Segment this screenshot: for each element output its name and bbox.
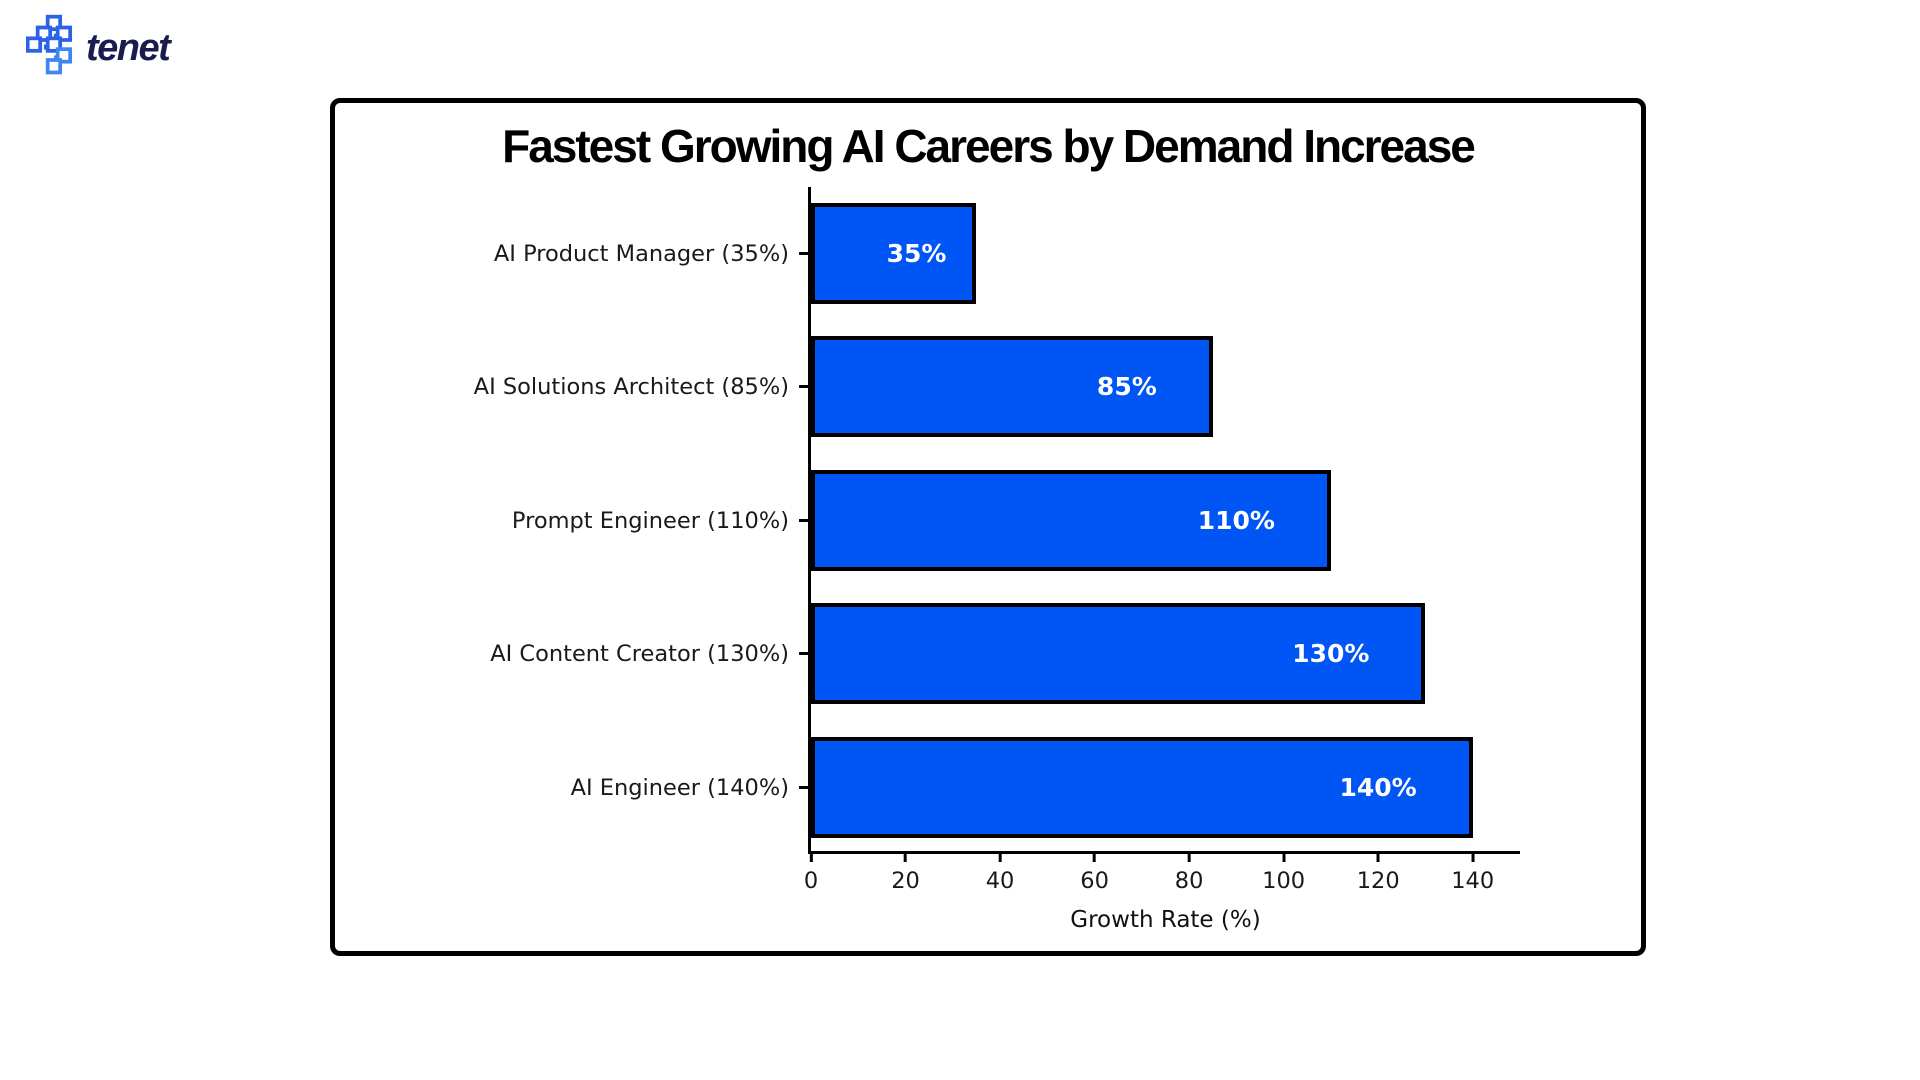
bar-row: AI Content Creator (130%) 130%	[490, 587, 1520, 720]
chart-title: Fastest Growing AI Careers by Demand Inc…	[502, 120, 1476, 172]
bar-row: AI Engineer (140%) 140%	[571, 721, 1520, 854]
tick-mark	[998, 851, 1002, 862]
x-axis-tick: 40	[985, 851, 1015, 894]
x-tick-label: 80	[1174, 868, 1204, 894]
bar-row: AI Solutions Architect (85%) 85%	[474, 320, 1520, 453]
y-axis-tick: AI Engineer (140%)	[369, 775, 811, 801]
bar-value-label: 140%	[1339, 773, 1417, 802]
x-axis-tick: 120	[1357, 851, 1400, 894]
y-axis-tick: AI Solutions Architect (85%)	[369, 374, 811, 400]
x-axis-tick: 20	[891, 851, 920, 894]
tick-mark	[799, 519, 811, 522]
plot-area: AI Product Manager (35%) 35% AI Solution…	[474, 187, 1520, 933]
category-label: AI Content Creator (130%)	[490, 640, 789, 667]
x-tick-label: 140	[1451, 868, 1495, 894]
x-axis-tick: 60	[1080, 851, 1109, 894]
tick-mark	[1093, 851, 1097, 862]
category-label: AI Solutions Architect (85%)	[473, 373, 789, 400]
tick-mark	[1187, 851, 1191, 862]
bar-value-label: 130%	[1292, 639, 1370, 668]
x-tick-label: 100	[1262, 868, 1306, 894]
bar-value-label: 110%	[1197, 506, 1275, 535]
bar-value-label: 85%	[1096, 372, 1157, 401]
bar: 35%	[811, 203, 977, 304]
tick-mark	[799, 252, 811, 255]
x-axis-tick: 80	[1174, 851, 1204, 894]
category-label: AI Product Manager (35%)	[493, 240, 789, 267]
category-label: AI Engineer (140%)	[570, 774, 789, 801]
tick-mark	[799, 786, 811, 789]
tenet-pixel-cross-icon	[26, 14, 73, 75]
bar: 140%	[811, 737, 1473, 838]
bar: 130%	[811, 603, 1426, 704]
x-tick-label: 60	[1080, 868, 1109, 894]
tenet-logo: tenet	[26, 12, 171, 78]
tick-mark	[799, 385, 811, 388]
category-label: Prompt Engineer (110%)	[511, 507, 789, 534]
tick-mark	[1471, 851, 1475, 862]
y-axis-tick: Prompt Engineer (110%)	[369, 508, 811, 534]
x-tick-label: 0	[803, 868, 819, 894]
tick-mark	[809, 851, 813, 862]
chart-panel: Fastest Growing AI Careers by Demand Inc…	[330, 98, 1646, 956]
bar: 85%	[811, 336, 1213, 437]
tick-mark	[1282, 851, 1286, 862]
tick-mark	[799, 652, 811, 655]
bar-row: Prompt Engineer (110%) 110%	[512, 454, 1520, 587]
x-axis-tick: 140	[1451, 851, 1494, 894]
tick-mark	[1376, 851, 1380, 862]
x-tick-label: 120	[1356, 868, 1400, 894]
x-tick-label: 20	[891, 868, 920, 894]
y-axis-tick: AI Product Manager (35%)	[369, 241, 811, 267]
y-axis-tick: AI Content Creator (130%)	[369, 641, 811, 667]
bar: 110%	[811, 470, 1331, 571]
tick-mark	[904, 851, 908, 862]
x-axis-tick: 0	[804, 851, 818, 894]
brand-name: tenet	[86, 26, 171, 69]
bar-value-label: 35%	[886, 239, 947, 268]
bar-row: AI Product Manager (35%) 35%	[494, 187, 1520, 320]
x-axis-tick: 100	[1262, 851, 1305, 894]
x-tick-label: 40	[985, 868, 1015, 894]
x-axis-label: Growth Rate (%)	[1070, 907, 1261, 933]
